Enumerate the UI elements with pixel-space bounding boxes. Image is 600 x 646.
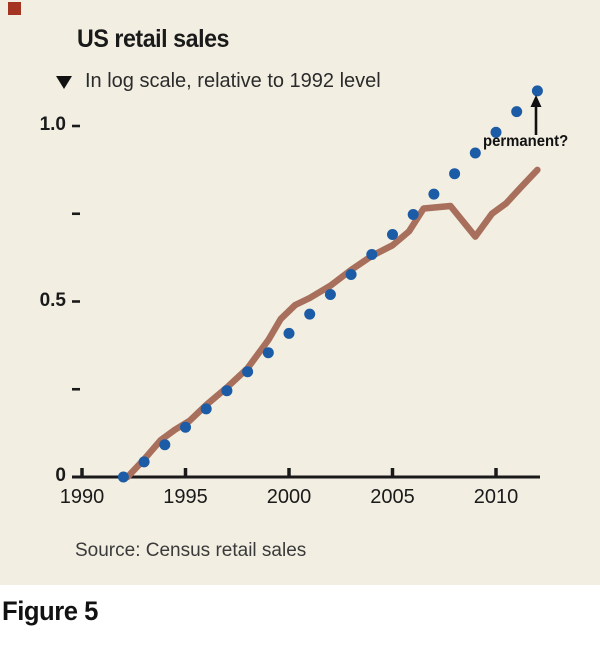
trend-data-point bbox=[180, 421, 191, 433]
x-axis-label: 2010 bbox=[473, 486, 519, 508]
x-axis-label: 2000 bbox=[266, 486, 312, 508]
y-axis-label: 0.5 bbox=[39, 289, 66, 311]
trend-data-point bbox=[407, 209, 419, 220]
x-axis-label: 1995 bbox=[163, 486, 208, 508]
trend-data-point bbox=[117, 471, 129, 483]
trend-data-point bbox=[345, 269, 357, 280]
trend-data-point bbox=[366, 249, 378, 260]
trend-data-point bbox=[324, 289, 336, 300]
x-axis-label: 1990 bbox=[59, 486, 105, 508]
trend-data-point bbox=[511, 106, 523, 118]
chart-title: US retail sales bbox=[77, 25, 229, 53]
trend-data-point bbox=[531, 85, 543, 97]
chart-subtitle: In log scale, relative to 1992 level bbox=[85, 70, 381, 92]
trend-data-point bbox=[242, 366, 254, 378]
trend-data-point bbox=[387, 229, 398, 240]
trend-data-point bbox=[283, 327, 295, 339]
figure-caption: Figure 5 bbox=[2, 596, 98, 626]
source-note: Source: Census retail sales bbox=[75, 540, 307, 561]
trend-data-point bbox=[428, 188, 440, 200]
annotation-permanent: permanent? bbox=[483, 133, 569, 150]
trend-data-point bbox=[200, 403, 212, 415]
x-axis-label: 2005 bbox=[370, 486, 415, 508]
trend-data-point bbox=[159, 439, 171, 451]
annotation-arrowhead-icon bbox=[530, 95, 542, 107]
trend-data-point bbox=[449, 168, 461, 180]
chart-canvas bbox=[72, 85, 543, 483]
down-triangle-icon bbox=[56, 76, 72, 89]
y-axis-label: 0 bbox=[55, 465, 66, 486]
y-axis-label: 1.0 bbox=[39, 114, 66, 135]
trend-data-point bbox=[221, 385, 233, 397]
corner-marker bbox=[8, 2, 21, 15]
trend-data-point bbox=[138, 456, 150, 468]
chart-panel: US retail sales In log scale, relative t… bbox=[0, 0, 600, 585]
trend-data-point bbox=[304, 308, 316, 320]
trend-data-point bbox=[262, 347, 274, 359]
trend-data-point bbox=[490, 126, 502, 138]
trend-data-point bbox=[469, 147, 481, 159]
